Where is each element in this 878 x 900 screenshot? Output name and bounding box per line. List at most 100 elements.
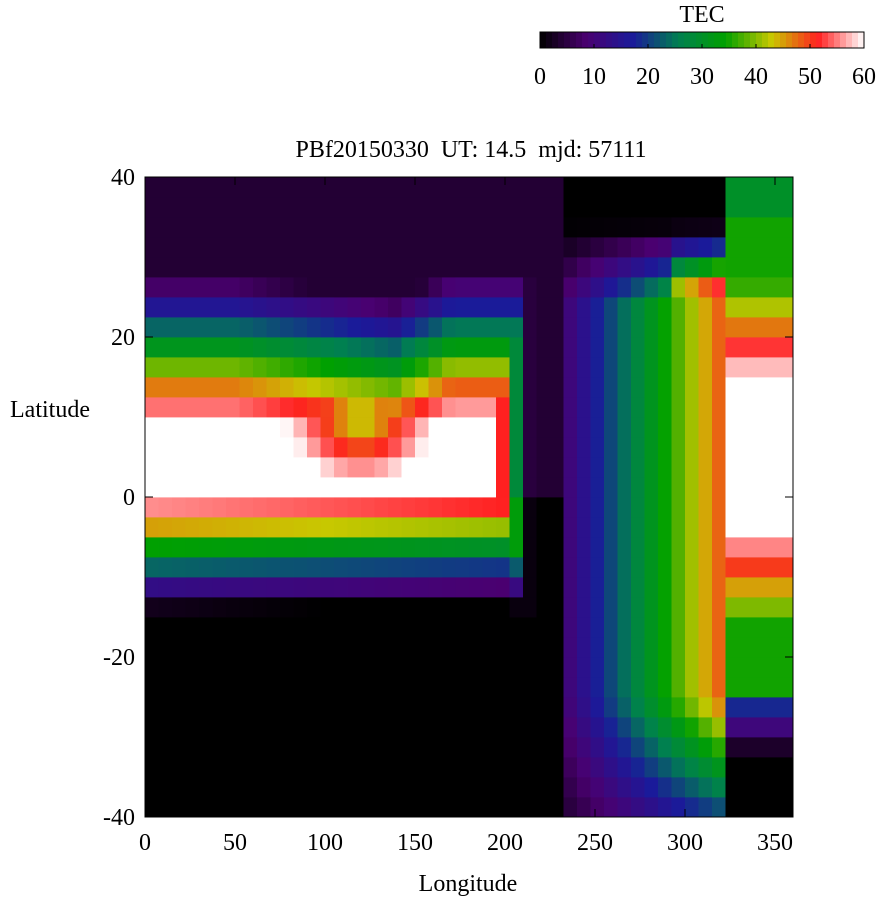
heatmap-cell — [469, 737, 483, 758]
heatmap-cell — [158, 417, 173, 438]
heatmap-cell — [469, 357, 483, 378]
heatmap-cell — [658, 177, 672, 198]
heatmap-cell — [280, 377, 294, 398]
heatmap-cell — [212, 757, 227, 778]
colorbar-tick-label: 30 — [690, 64, 714, 90]
y-tick-label: 0 — [123, 485, 135, 511]
y-axis-label: Latitude — [10, 397, 90, 423]
heatmap-cell — [158, 237, 173, 258]
heatmap-cell — [253, 217, 267, 238]
x-tick-label: 250 — [577, 830, 613, 856]
heatmap-cell — [212, 617, 227, 638]
heatmap-cell — [698, 477, 713, 498]
heatmap-cell — [212, 737, 227, 758]
heatmap-cell — [644, 597, 659, 618]
heatmap-cell — [617, 497, 632, 518]
heatmap-cell — [752, 237, 767, 258]
heatmap-cell — [577, 297, 591, 318]
colorbar-swatch — [744, 32, 751, 48]
heatmap-cell — [604, 357, 618, 378]
heatmap-cell — [550, 177, 564, 198]
heatmap-cell — [293, 477, 308, 498]
heatmap-cell — [644, 757, 659, 778]
heatmap-cell — [779, 697, 794, 718]
heatmap-cell — [455, 437, 470, 458]
heatmap-cell — [334, 337, 348, 358]
heatmap-cell — [145, 437, 159, 458]
heatmap-cell — [415, 237, 429, 258]
heatmap-cell — [172, 397, 186, 418]
heatmap-cell — [212, 497, 227, 518]
heatmap-cell — [604, 597, 618, 618]
heatmap-cell — [401, 277, 416, 298]
heatmap-cell — [388, 457, 402, 478]
colorbar-swatch — [582, 32, 589, 48]
heatmap-cell — [563, 757, 578, 778]
heatmap-cell — [496, 697, 510, 718]
heatmap-cell — [334, 437, 348, 458]
heatmap-cell — [469, 557, 483, 578]
heatmap-cell — [347, 417, 362, 438]
heatmap-cell — [550, 217, 564, 238]
heatmap-cell — [577, 657, 591, 678]
heatmap-cell — [779, 557, 794, 578]
heatmap-cell — [253, 737, 267, 758]
heatmap-cell — [361, 417, 375, 438]
heatmap-cell — [671, 477, 686, 498]
heatmap-cell — [253, 637, 267, 658]
heatmap-cell — [428, 277, 443, 298]
heatmap-cell — [617, 617, 632, 638]
heatmap-cell — [428, 497, 443, 518]
heatmap-cell — [658, 637, 672, 658]
colorbar-swatch — [810, 32, 817, 48]
heatmap-cell — [604, 437, 618, 458]
heatmap-cell — [185, 257, 200, 278]
heatmap-cell — [550, 337, 564, 358]
heatmap-cell — [496, 777, 510, 798]
heatmap-cell — [509, 477, 524, 498]
heatmap-cell — [172, 477, 186, 498]
heatmap-cell — [455, 457, 470, 478]
colorbar-swatch — [732, 32, 739, 48]
heatmap-cell — [455, 277, 470, 298]
heatmap-cell — [779, 757, 794, 778]
heatmap-cell — [509, 757, 524, 778]
heatmap-cell — [590, 237, 605, 258]
heatmap-cell — [482, 577, 497, 598]
heatmap-cell — [644, 437, 659, 458]
heatmap-cell — [334, 717, 348, 738]
heatmap-cell — [347, 577, 362, 598]
heatmap-cell — [320, 277, 335, 298]
heatmap-cell — [145, 717, 159, 738]
heatmap-cell — [617, 437, 632, 458]
heatmap-cell — [401, 317, 416, 338]
heatmap-cell — [334, 357, 348, 378]
heatmap-cell — [752, 537, 767, 558]
heatmap-cell — [482, 657, 497, 678]
heatmap-cell — [334, 417, 348, 438]
heatmap-cell — [644, 377, 659, 398]
heatmap-cell — [145, 197, 159, 218]
heatmap-cell — [563, 657, 578, 678]
heatmap-cell — [739, 277, 753, 298]
heatmap-cell — [496, 537, 510, 558]
heatmap-cell — [550, 537, 564, 558]
heatmap-cell — [712, 217, 726, 238]
heatmap-cell — [577, 617, 591, 638]
heatmap-cell — [604, 557, 618, 578]
heatmap-cell — [347, 197, 362, 218]
heatmap-cell — [158, 397, 173, 418]
heatmap-cell — [280, 357, 294, 378]
heatmap-cell — [698, 297, 713, 318]
heatmap-cell — [766, 637, 780, 658]
heatmap-cell — [739, 697, 753, 718]
heatmap-cell — [388, 217, 402, 238]
heatmap-cell — [604, 417, 618, 438]
heatmap-cell — [428, 237, 443, 258]
heatmap-cell — [631, 697, 645, 718]
heatmap-cell — [334, 217, 348, 238]
heatmap-cell — [428, 697, 443, 718]
heatmap-cell — [172, 497, 186, 518]
heatmap-cell — [779, 357, 794, 378]
heatmap-cell — [442, 377, 456, 398]
